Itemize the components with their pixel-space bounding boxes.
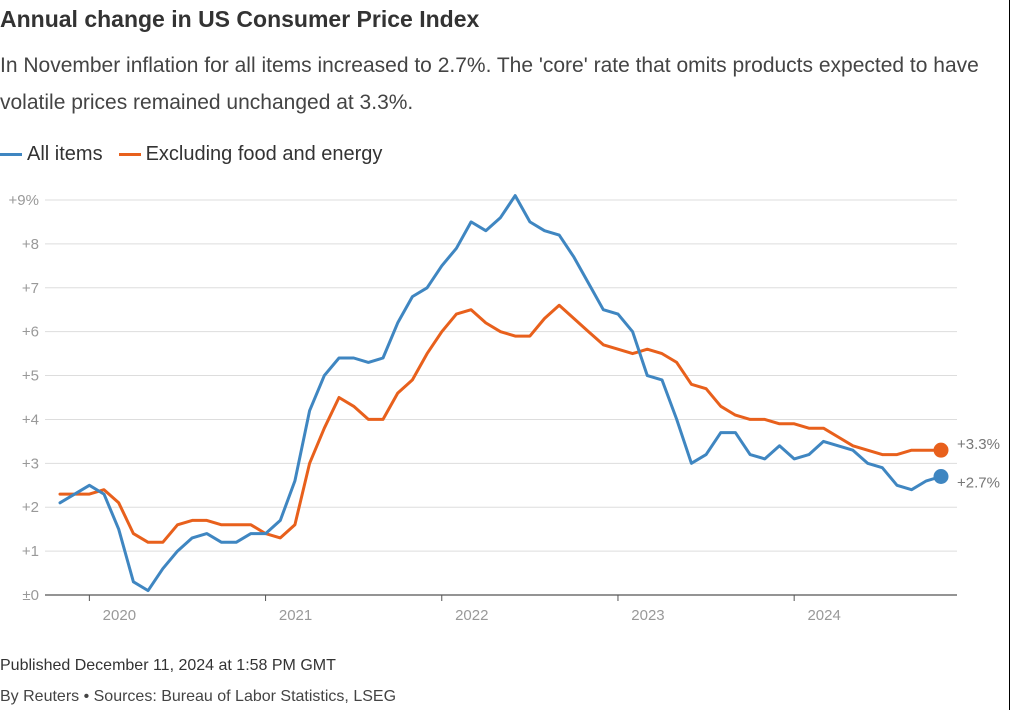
x-tick-label: 2024 [807, 607, 840, 624]
right-border [1009, 0, 1010, 710]
y-tick-label: +9% [9, 192, 39, 209]
series-line-core [58, 303, 943, 544]
legend-label-all-items: All items [27, 143, 103, 165]
y-tick-label: +8 [22, 236, 39, 253]
legend-label-core: Excluding food and energy [145, 143, 383, 165]
y-tick-label: +3 [22, 455, 39, 472]
y-tick-label: ±0 [22, 587, 39, 604]
chart-title: Annual change in US Consumer Price Index [0, 6, 480, 32]
y-tick-label: +4 [22, 411, 39, 428]
legend-swatch-all-items [0, 153, 22, 156]
y-tick-label: +6 [22, 324, 39, 341]
legend-swatch-core [118, 153, 141, 156]
y-tick-label: +1 [22, 543, 39, 560]
x-tick-label: 2023 [631, 607, 664, 624]
end-label-core: +3.3% [957, 436, 1000, 453]
y-tick-label: +2 [22, 499, 39, 516]
end-label-all-items: +2.7% [957, 475, 1000, 492]
end-point-core [933, 442, 949, 458]
x-tick-label: 2021 [279, 607, 312, 624]
y-tick-label: +5 [22, 368, 39, 385]
series-line-all-items [58, 194, 943, 593]
legend-item-core: Excluding food and energy [118, 143, 383, 166]
x-tick-label: 2020 [103, 607, 136, 624]
y-tick-label: +7 [22, 280, 39, 297]
legend: All items Excluding food and energy [0, 143, 398, 166]
end-point-all-items [933, 469, 949, 484]
legend-item-all-items: All items [0, 143, 103, 166]
x-tick-label: 2022 [455, 607, 488, 624]
published-date: Published December 11, 2024 at 1:58 PM G… [0, 657, 336, 674]
source-credit: By Reuters • Sources: Bureau of Labor St… [0, 688, 397, 705]
chart-subtitle: In November inflation for all items incr… [0, 54, 979, 114]
